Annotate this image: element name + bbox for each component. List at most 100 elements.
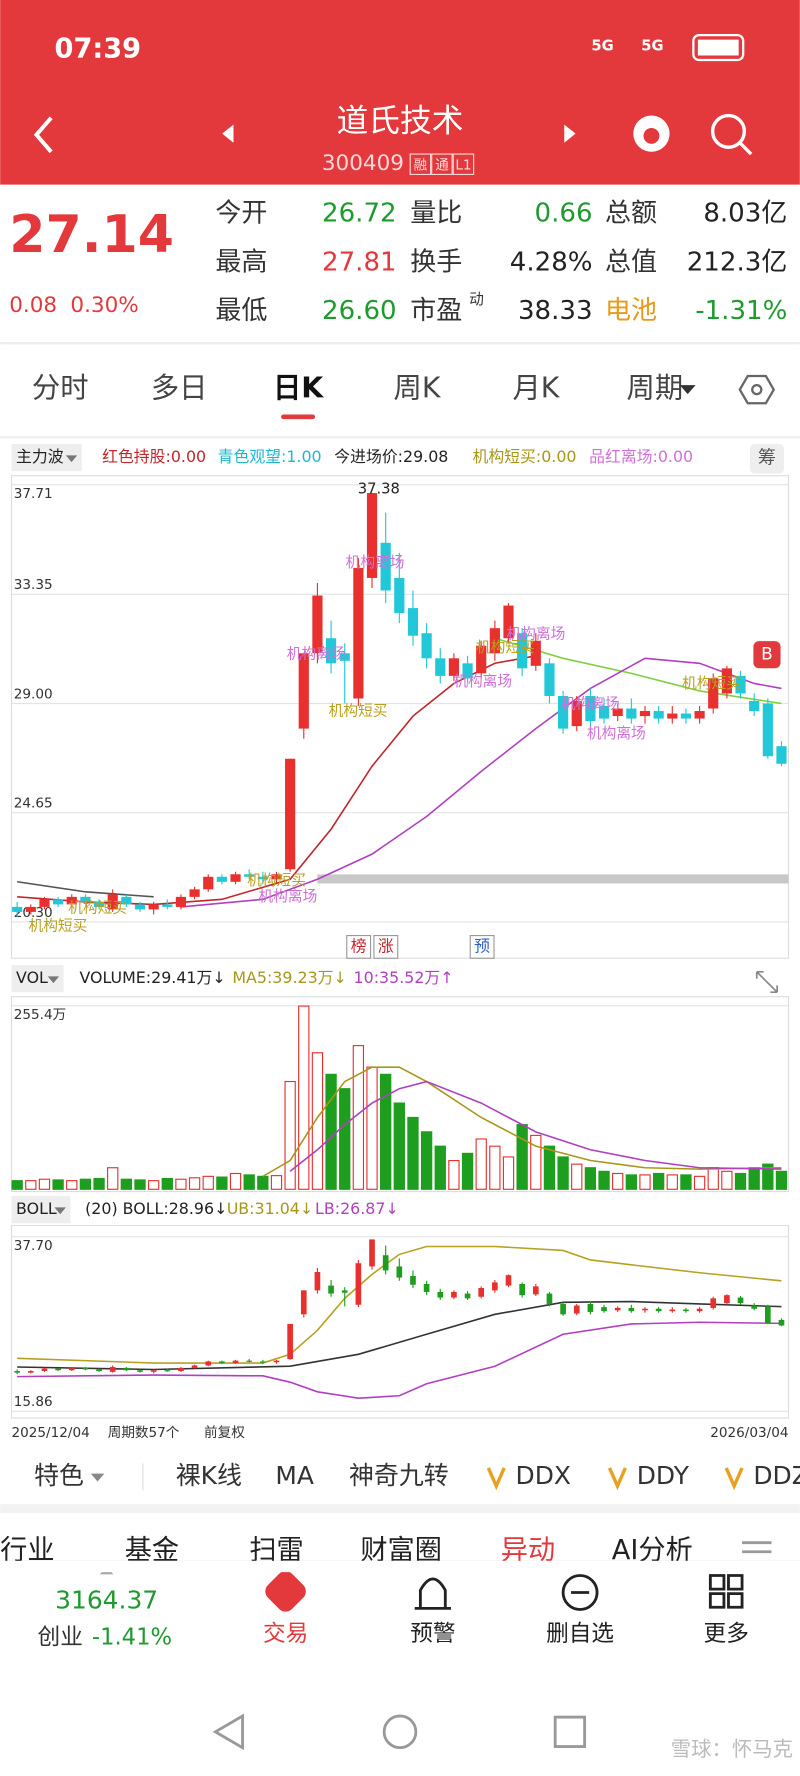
candle-body bbox=[246, 1360, 253, 1362]
candle-body bbox=[571, 700, 582, 727]
quote-value: 38.33 bbox=[518, 296, 593, 326]
candle-body bbox=[325, 638, 337, 664]
candle-body bbox=[382, 1255, 389, 1271]
mascot-eye bbox=[643, 127, 660, 144]
signal-label: 机构离场 bbox=[453, 673, 512, 690]
quote-label-sup: 动 bbox=[469, 291, 484, 308]
indicator-name[interactable]: BOLL bbox=[16, 1199, 57, 1218]
tab[interactable]: 日K bbox=[273, 372, 324, 405]
candle-body bbox=[162, 904, 173, 907]
volume-bar bbox=[516, 1124, 528, 1190]
indicator-name[interactable]: 主力波 bbox=[16, 447, 64, 466]
candle-body bbox=[271, 874, 282, 880]
nav-item[interactable]: 更多 bbox=[704, 1621, 749, 1647]
indicator-name[interactable]: VOL bbox=[16, 968, 48, 987]
candle-body bbox=[96, 1369, 102, 1372]
quote-value: 27.81 bbox=[322, 247, 397, 277]
separator bbox=[0, 1504, 800, 1514]
candle-body bbox=[519, 1283, 525, 1296]
candle-body bbox=[476, 645, 487, 674]
tab[interactable]: 周K bbox=[394, 372, 442, 405]
candle-body bbox=[694, 711, 705, 719]
next-stock[interactable] bbox=[564, 124, 576, 143]
index-change[interactable]: -1.41% bbox=[92, 1624, 172, 1650]
toolbar-item[interactable]: MA bbox=[275, 1461, 314, 1490]
nav-back[interactable] bbox=[212, 1713, 244, 1751]
toolbar-item[interactable]: DDX bbox=[516, 1461, 571, 1490]
nav-item[interactable]: 交易 bbox=[263, 1621, 308, 1647]
trade-icon[interactable] bbox=[262, 1567, 310, 1615]
side-button[interactable]: 筹 bbox=[758, 448, 776, 469]
candle-body bbox=[341, 1290, 348, 1293]
signal-label: 机构离场 bbox=[346, 554, 405, 571]
signal-b: B bbox=[761, 645, 773, 665]
quote-label: 总额 bbox=[605, 199, 657, 229]
tab[interactable]: 周期 bbox=[627, 372, 684, 405]
boll-frame bbox=[10, 1224, 790, 1419]
nav-recent[interactable] bbox=[553, 1715, 587, 1748]
volume-bar bbox=[52, 1179, 64, 1190]
alert-icon[interactable] bbox=[414, 1577, 451, 1610]
tag: 榜 bbox=[351, 936, 367, 955]
tab[interactable]: 月K bbox=[512, 372, 560, 405]
tab[interactable]: 多日 bbox=[151, 372, 208, 405]
expand-icon[interactable] bbox=[755, 970, 779, 994]
volume-bar bbox=[407, 1116, 419, 1190]
nav-item[interactable]: 删自选 bbox=[546, 1621, 614, 1647]
signal-label: 机构短买 bbox=[68, 899, 127, 916]
candle-body bbox=[300, 1290, 307, 1315]
prev-stock[interactable] bbox=[222, 124, 234, 143]
candle-body bbox=[39, 899, 50, 907]
remove-icon[interactable] bbox=[561, 1574, 599, 1611]
dropdown-arrow bbox=[679, 385, 696, 395]
candle-body bbox=[462, 663, 473, 679]
indicator-line bbox=[17, 880, 154, 898]
side-button-bg[interactable] bbox=[749, 444, 784, 474]
x-label: 前复权 bbox=[204, 1424, 245, 1441]
quote-label: 最低 bbox=[215, 296, 267, 326]
indicator-arrow bbox=[47, 976, 60, 984]
nav-home[interactable] bbox=[382, 1714, 418, 1750]
candle-body bbox=[683, 1309, 689, 1312]
more-icon[interactable] bbox=[708, 1574, 744, 1609]
tag-box bbox=[469, 935, 495, 959]
toolbar-item[interactable]: DDY bbox=[637, 1461, 690, 1490]
candle-body bbox=[667, 713, 678, 719]
tag-box bbox=[346, 935, 372, 959]
toolbar-item[interactable]: DDZ bbox=[753, 1461, 800, 1490]
signal-label: 机构短买 bbox=[247, 872, 306, 889]
candle-body bbox=[273, 1360, 280, 1363]
signal-label: 机构离场 bbox=[287, 646, 346, 663]
candle-body bbox=[257, 876, 268, 880]
quote-label: 最高 bbox=[215, 247, 267, 277]
toolbar-item[interactable]: 特色 bbox=[34, 1461, 84, 1490]
candle-body bbox=[762, 703, 773, 757]
candle-body bbox=[339, 653, 350, 661]
volume-bar bbox=[393, 1102, 405, 1190]
toolbar-bg bbox=[0, 1449, 800, 1505]
search-icon[interactable] bbox=[710, 113, 747, 149]
candle-body bbox=[448, 658, 460, 676]
index-value[interactable]: 3164.37 bbox=[55, 1586, 158, 1615]
indicator-line bbox=[17, 1300, 782, 1371]
candle-body bbox=[655, 1308, 662, 1312]
toolbar-item[interactable]: 神奇九转 bbox=[349, 1461, 449, 1490]
stock-title: 道氏技术 bbox=[337, 103, 464, 139]
nav-item[interactable]: 预警 bbox=[410, 1621, 455, 1647]
signal-label: 机构离场 bbox=[258, 888, 317, 905]
toolbar-item[interactable]: 裸K线 bbox=[176, 1461, 242, 1490]
candle-body bbox=[396, 1266, 403, 1278]
candle-body bbox=[764, 1306, 771, 1324]
menu-icon bbox=[742, 1541, 772, 1554]
volume-bar bbox=[107, 1167, 119, 1190]
settings-icon[interactable] bbox=[738, 374, 776, 405]
x-label: 周期数57个 bbox=[108, 1425, 180, 1441]
tag: 涨 bbox=[378, 936, 394, 955]
back-button[interactable] bbox=[33, 116, 53, 154]
candle-body bbox=[366, 493, 378, 578]
tab[interactable]: 分时 bbox=[32, 372, 89, 405]
candle-body bbox=[410, 1275, 416, 1285]
battery-level bbox=[697, 39, 739, 56]
index-name[interactable]: 创业 bbox=[38, 1624, 83, 1650]
